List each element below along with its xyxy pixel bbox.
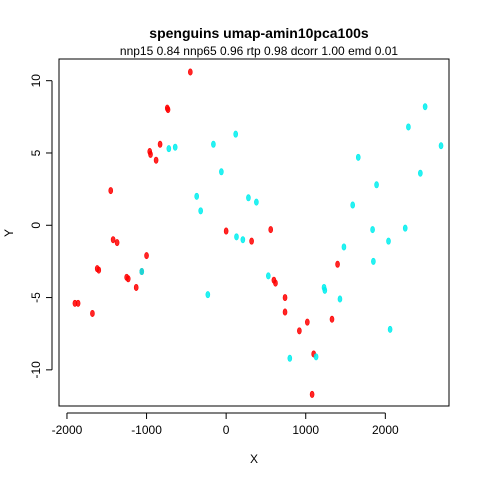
data-point	[133, 283, 139, 291]
data-point	[329, 315, 335, 323]
data-point	[223, 227, 229, 235]
data-point	[418, 169, 423, 177]
data-point	[166, 145, 172, 153]
data-point	[157, 140, 163, 148]
data-point	[246, 194, 251, 202]
data-point	[249, 237, 254, 245]
data-point	[153, 156, 159, 164]
data-point	[219, 168, 224, 176]
y-tick-label: 0	[29, 222, 43, 229]
chart-title: spenguins umap-amin10pca100s	[149, 25, 369, 41]
data-point	[402, 224, 408, 232]
plot-area	[58, 58, 450, 407]
data-points	[72, 68, 444, 398]
data-point	[114, 239, 120, 247]
data-point	[341, 243, 347, 251]
x-tick-label: -1000	[131, 423, 162, 437]
data-point	[108, 187, 114, 195]
data-point	[374, 181, 379, 189]
data-point	[282, 308, 288, 316]
data-point	[438, 142, 444, 150]
x-axis-label: X	[250, 452, 258, 466]
data-point	[240, 236, 246, 244]
data-point	[268, 226, 274, 234]
data-point	[205, 291, 211, 299]
data-point	[371, 257, 376, 265]
y-axis-label: Y	[2, 229, 16, 237]
x-tick-label: 0	[223, 423, 230, 437]
data-point	[125, 275, 131, 283]
y-tick-label: -10	[29, 361, 43, 379]
x-tick-label: -2000	[52, 423, 83, 437]
x-tick-label: 1000	[292, 423, 319, 437]
data-point	[282, 294, 288, 302]
data-point	[273, 279, 278, 287]
data-point	[297, 327, 302, 335]
data-point	[172, 143, 178, 151]
chart-subtitle: nnp15 0.84 nnp65 0.96 rtp 0.98 dcorr 1.0…	[120, 44, 399, 58]
data-point	[96, 266, 102, 274]
data-point	[370, 226, 375, 234]
data-point	[266, 272, 271, 280]
data-point	[188, 68, 193, 76]
y-tick-label: 10	[29, 74, 43, 88]
data-point	[110, 236, 116, 244]
data-point	[406, 123, 411, 131]
data-point	[355, 153, 361, 161]
data-point	[148, 150, 153, 158]
data-point	[194, 192, 199, 200]
data-point	[254, 198, 259, 206]
data-point	[287, 354, 293, 362]
data-point	[387, 325, 393, 333]
data-point	[75, 299, 81, 307]
data-point	[305, 318, 310, 326]
data-point	[350, 201, 355, 209]
y-tick-label: 5	[29, 149, 43, 156]
data-point	[386, 237, 391, 245]
data-point	[335, 260, 340, 268]
data-point	[313, 353, 319, 361]
data-point	[234, 233, 239, 241]
data-point	[165, 106, 171, 114]
data-point	[198, 207, 203, 215]
x-axis: -2000 -1000 0 1000 2000	[52, 412, 399, 437]
data-point	[322, 286, 328, 294]
data-point	[309, 390, 315, 398]
data-point	[211, 140, 216, 148]
x-tick-label: 2000	[372, 423, 399, 437]
data-point	[139, 268, 145, 276]
data-point	[337, 295, 343, 303]
y-tick-label: -5	[29, 292, 43, 303]
data-point	[422, 103, 428, 111]
y-axis: -10 -5 0 5 10	[29, 74, 53, 379]
data-point	[233, 130, 238, 138]
data-point	[90, 309, 95, 317]
data-point	[144, 252, 149, 260]
